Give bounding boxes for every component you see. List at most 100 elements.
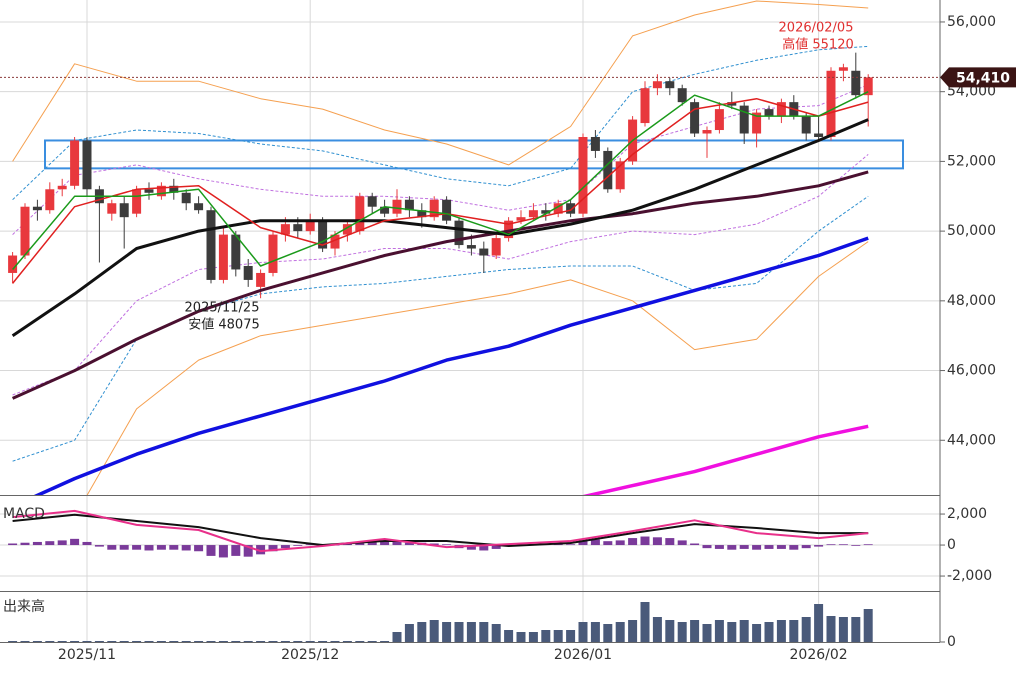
macd-histogram-bar [603,541,613,546]
volume-bar [702,624,712,642]
volume-bar [367,641,377,642]
candle-body [776,102,786,117]
candle-body [801,116,811,134]
candle-body [690,102,700,134]
y-tick-label: 48,000 [947,293,996,309]
volume-bar [404,624,414,642]
candle-body [367,196,377,207]
macd-histogram-bar [838,544,848,546]
macd-histogram-bar [801,545,811,549]
macd-histogram-bar [851,545,861,546]
axes-layer: MACD 出来高 44,000 46,000 48,000 50,000 52,000 5… [0,0,1016,663]
moving-average [12,91,869,270]
volume-bar [231,641,241,642]
candle-body [57,185,67,190]
moving-average [582,424,869,495]
y-tick-label: 54,000 [947,84,996,100]
volume-bar [652,617,662,642]
macd-histogram-bar [206,545,216,556]
volume-bar [553,630,563,642]
macd-histogram-bar [739,545,749,549]
price-panel [0,0,940,495]
volume-bar [863,609,873,642]
candle-body [256,272,266,287]
candle-body [132,189,142,214]
candle-body [826,70,836,137]
candle-body [417,210,427,218]
panel-label: MACD [3,506,45,522]
volume-bar [218,641,228,642]
macd-histogram-bar [32,541,42,546]
annotation: 2025/11/25 [185,301,260,316]
macd-histogram-bar [714,545,724,549]
volume-bar [82,641,92,642]
x-tick-label: 2026/01 [554,647,612,663]
candle-body [342,224,352,235]
candle-body [268,234,278,273]
macd-histogram-bar [132,545,142,550]
volume-bar [826,616,836,642]
y-tick-label: 2,000 [947,506,987,522]
macd-histogram-bar [181,545,191,551]
candle-body [404,199,414,211]
macd-panel [8,509,873,558]
candle-body [280,224,290,235]
macd-histogram-bar [628,538,638,546]
macd-histogram-bar [566,544,576,546]
macd-histogram-bar [243,545,253,557]
candle-body [590,136,600,151]
candle-body [169,185,179,193]
volume-bar [20,641,30,642]
macd-histogram-bar [119,545,129,550]
band-line [12,0,869,166]
macd-histogram-bar [404,542,414,546]
macd-histogram-bar [280,545,290,549]
price-tag-label: 54,410 [956,70,1010,86]
macd-histogram-bar [590,539,600,546]
candle-body [194,203,204,211]
volume-bar [169,641,179,642]
candle-body [491,238,501,256]
volume-bar [144,641,154,642]
volume-bar [181,641,191,642]
macd-histogram-bar [752,545,762,550]
macd-histogram-bar [665,538,675,546]
macd-histogram-bar [479,545,489,551]
annotation: 安値 48075 [188,317,260,333]
volume-bar [479,622,489,642]
y-tick-label: -2,000 [947,568,992,584]
macd-histogram-bar [45,541,55,546]
band-line [12,154,869,396]
volume-bar [8,641,18,642]
volume-bar [789,620,799,642]
macd-histogram-bar [863,544,873,546]
candle-body [714,109,724,131]
volume-bar [516,632,526,642]
macd-histogram-bar [814,545,824,547]
macd-histogram-bar [231,545,241,556]
candle-body [429,199,439,218]
moving-average [33,236,869,495]
candle-body [739,105,749,134]
volume-bar [838,617,848,642]
candle-body [231,234,241,270]
candle-body [752,112,762,134]
macd-histogram-bar [429,543,439,546]
volume-bar [739,620,749,642]
macd-histogram-bar [442,544,452,546]
volume-bar [466,622,476,642]
macd-histogram-bar [94,545,104,547]
macd-histogram-bar [20,542,30,546]
candle-body [504,220,514,239]
volume-bar [590,622,600,642]
candle-body [45,189,55,211]
macd-histogram-bar [268,545,278,552]
volume-bar [57,641,67,642]
annotation: 2026/02/05 [779,21,854,36]
y-tick-label: 44,000 [947,432,996,448]
volume-bar [454,622,464,642]
volume-bar [504,630,514,642]
candle-body [107,203,117,214]
volume-bar [330,641,340,642]
